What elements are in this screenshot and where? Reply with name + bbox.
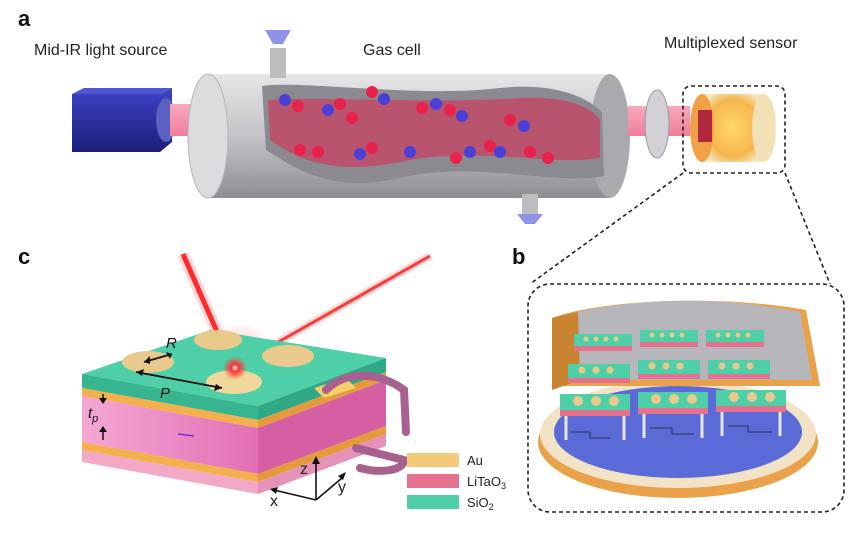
panel-label-b: b [512,244,525,269]
light-source-label: Mid-IR light source [34,42,167,59]
legend-label-sio2: SiO2 [467,495,494,512]
dim-R: R [166,335,177,352]
panel-label-a: a [18,6,31,31]
sensor-chip [82,330,410,494]
gas-cell [187,30,630,224]
axis-y: y [338,479,346,496]
dim-tp-sub: p [91,413,98,425]
dim-P: P [160,385,170,402]
sensor-label: Multiplexed sensor [664,35,798,52]
axis-x: x [270,493,278,510]
legend-swatch-au [407,453,459,467]
legend-label-litao3: LiTaO3 [467,474,506,491]
laser-spot [223,356,247,380]
sensor-unit [690,94,776,162]
gas-molecules [279,86,554,164]
multiplexed-array [538,300,820,498]
dim-tp: tp [88,405,98,425]
legend: Au LiTaO3 SiO2 [407,453,506,512]
gas-cell-label: Gas cell [363,42,421,59]
legend-swatch-sio2 [407,495,459,509]
zoom-line-right [784,172,831,285]
legend-label-au: Au [467,453,483,468]
axes-triad: z y x [270,456,346,510]
panel-b-frame [527,283,845,513]
axis-z: z [300,461,308,478]
zoom-line-left [529,172,684,285]
pixel-chips [560,330,786,440]
dim-tp-main: t [88,405,93,422]
dimension-annotations: R P tp [88,335,223,440]
sensor-zoom-box [682,85,786,174]
legend-swatch-litao3 [407,474,459,488]
light-source [72,88,176,152]
lens [644,89,670,159]
panel-label-c: c [18,244,30,269]
